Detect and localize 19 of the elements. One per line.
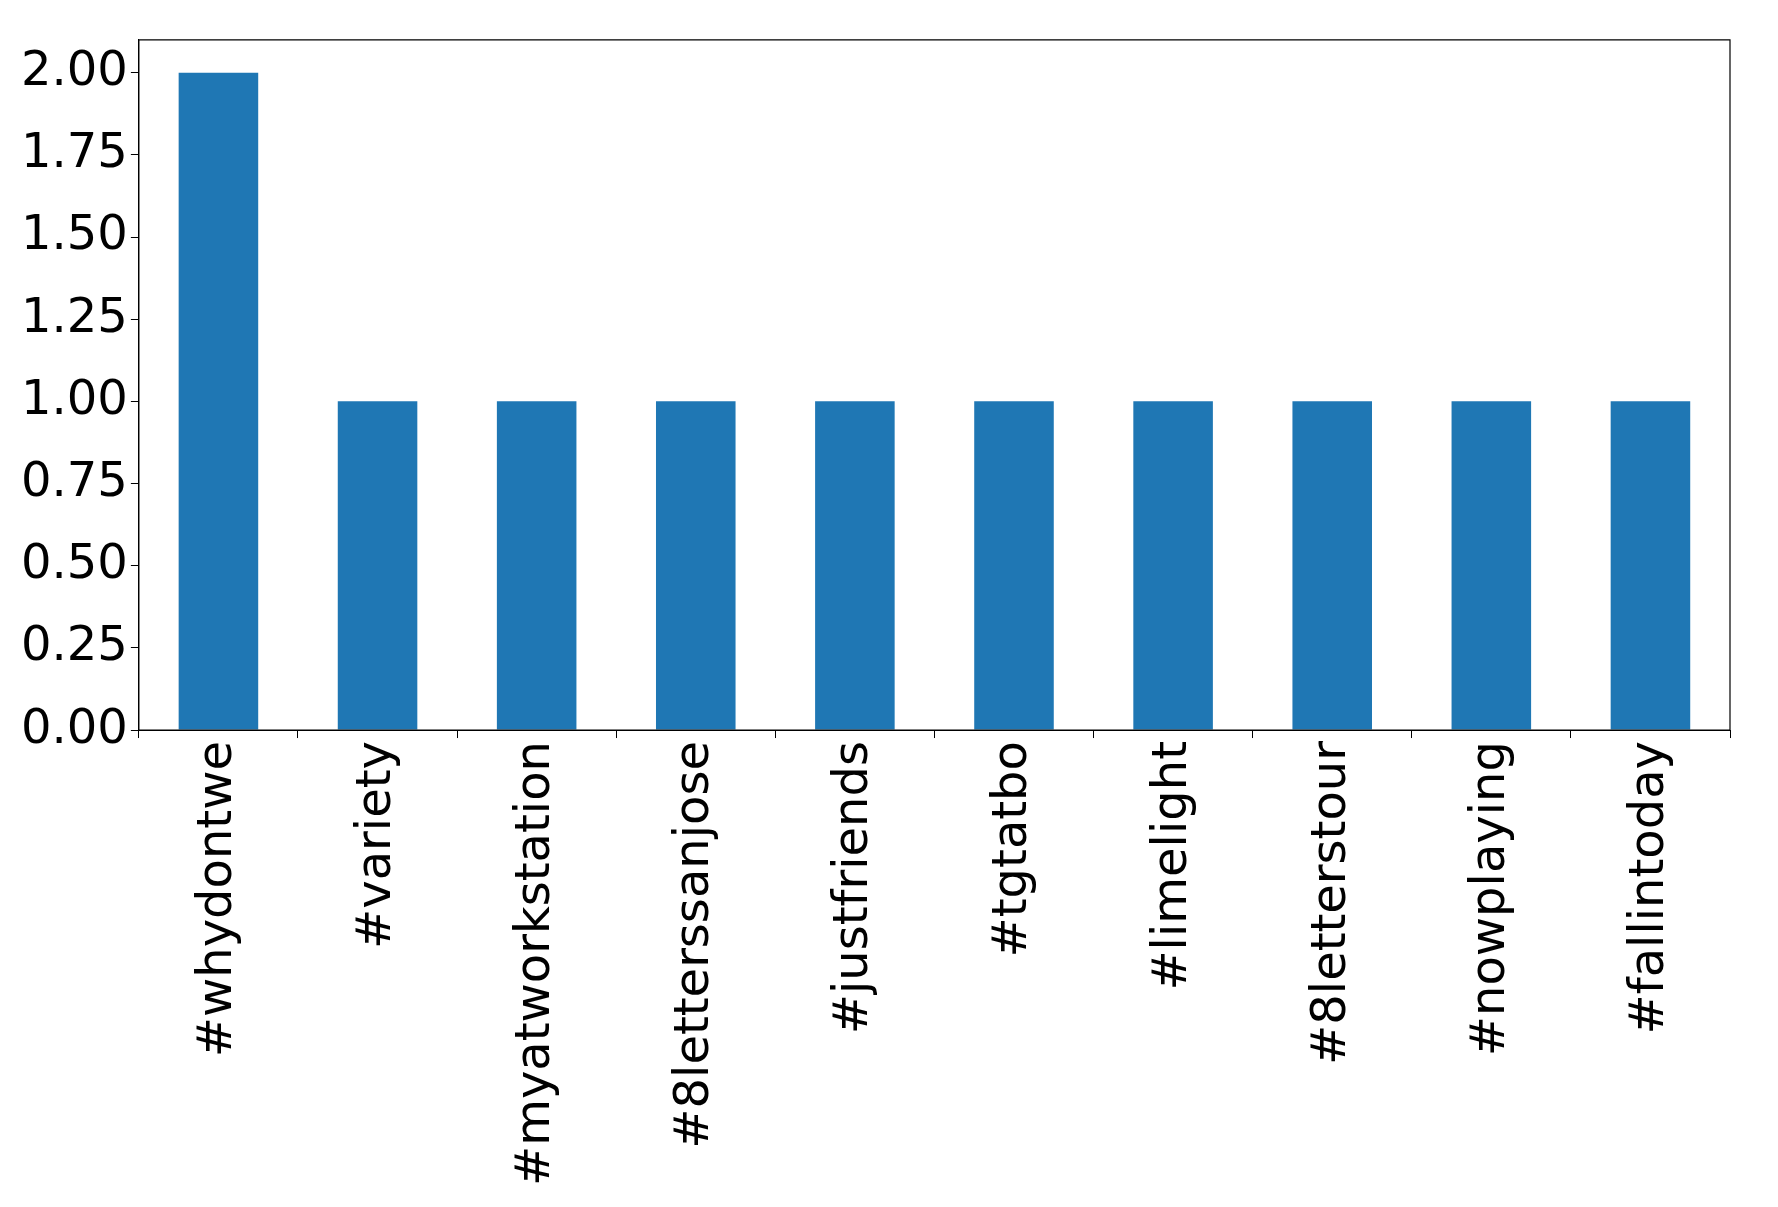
x-tick-label: #tgtatbo (981, 741, 1038, 958)
x-tick-label: #8letterstour (1299, 740, 1356, 1065)
y-tick-label: 1.25 (21, 286, 128, 343)
y-tick-label: 0.50 (21, 533, 128, 590)
y-tick-label: 0.00 (21, 697, 128, 754)
y-tick-label: 1.75 (21, 122, 128, 179)
x-tick-label: #myatworkstation (504, 741, 561, 1187)
y-tick-label: 0.75 (21, 450, 128, 507)
y-tick-label: 1.50 (21, 204, 128, 261)
x-tick-label: #variety (345, 741, 402, 949)
y-tick-label: 0.25 (21, 615, 128, 672)
x-tick-label: #8letterssanjose (663, 741, 720, 1149)
x-tick-label: #justfriends (822, 741, 879, 1035)
x-tick-label: #fallintoday (1617, 741, 1674, 1035)
x-tick-label: #whydontwe (185, 741, 242, 1058)
y-tick-label: 1.00 (21, 368, 128, 425)
x-tick-label: #nowplaying (1458, 741, 1515, 1057)
y-tick-label: 2.00 (21, 40, 128, 97)
x-tick-label: #limelight (1140, 741, 1197, 991)
